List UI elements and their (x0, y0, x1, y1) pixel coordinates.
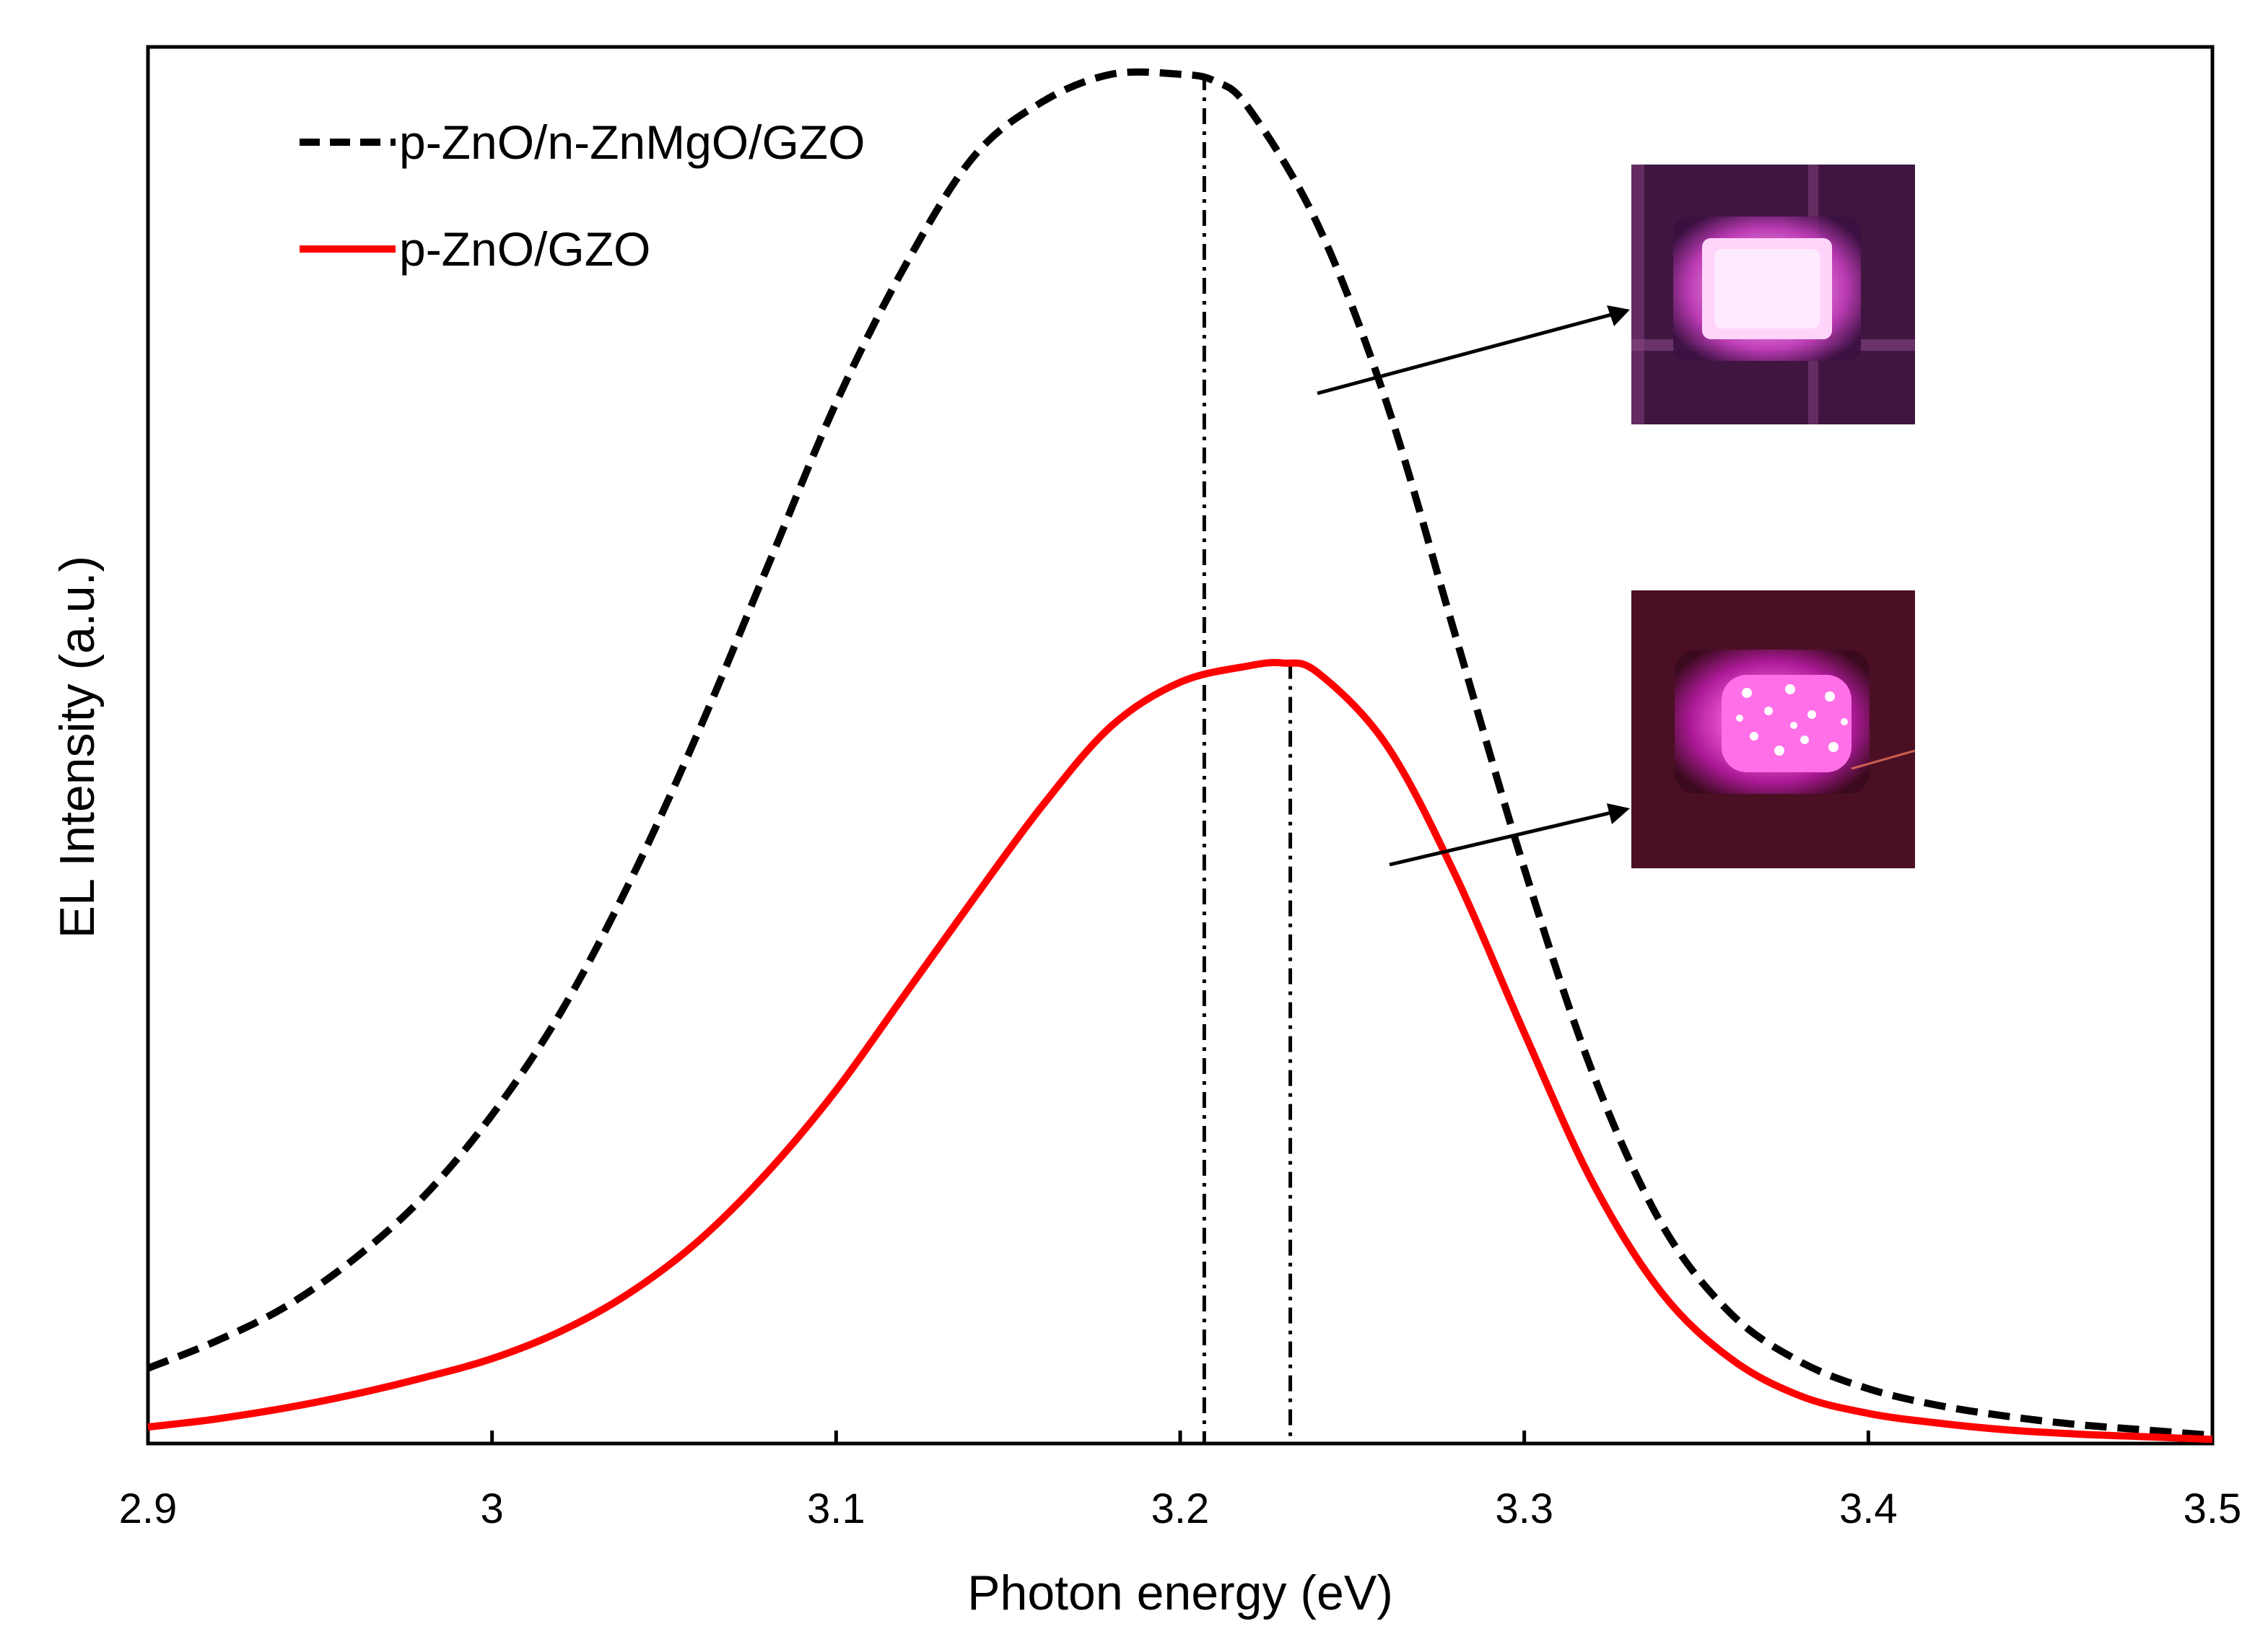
x-tick-label: 3.5 (2184, 1485, 2242, 1532)
x-axis-ticks: 2.9 3 3.1 3.2 3.3 3.4 3.5 (119, 1431, 2242, 1532)
x-tick-label: 3.3 (1495, 1485, 1553, 1532)
peak-markers (1202, 74, 1293, 1444)
series-line-2 (147, 658, 2213, 1444)
arrow-to-photo-2 (1389, 811, 1612, 867)
legend-label-series-2: p-ZnO/GZO (399, 222, 650, 276)
legend: p-ZnO/n-ZnMgO/GZO p-ZnO/GZO (300, 115, 865, 276)
x-tick-label: 3 (481, 1485, 504, 1532)
annotation-arrows (1317, 305, 1630, 867)
series-line-1 (147, 68, 2213, 1439)
emission-photo-zno-znmgo (1631, 165, 1915, 424)
arrow-head-2 (1607, 803, 1630, 824)
arrow-to-photo-1 (1317, 313, 1612, 396)
emission-photo-zno (1631, 590, 1916, 868)
x-axis-label: Photon energy (eV) (967, 1565, 1393, 1620)
legend-label-series-1: p-ZnO/n-ZnMgO/GZO (399, 115, 865, 169)
x-tick-label: 2.9 (119, 1485, 178, 1532)
series-lines (147, 68, 2213, 1444)
x-tick-label: 3.1 (807, 1485, 865, 1532)
x-tick-label: 3.2 (1151, 1485, 1210, 1532)
y-axis-label: EL Intensity (a.u.) (50, 556, 105, 938)
x-tick-label: 3.4 (1839, 1485, 1898, 1532)
arrow-head-1 (1607, 305, 1630, 326)
